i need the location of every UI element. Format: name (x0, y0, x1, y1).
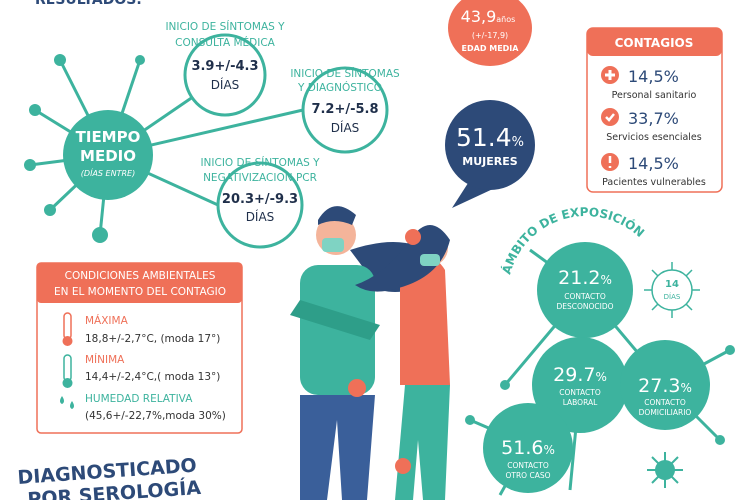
exp-number: 51.6 (501, 437, 543, 459)
exp-label: DOMICILIARIO (639, 408, 692, 417)
icon (605, 70, 615, 80)
exp-value: 27.3% (638, 375, 692, 397)
thermometer-icon (62, 312, 73, 346)
period: 14 (665, 279, 679, 290)
exp-number: 27.3 (638, 375, 680, 397)
cond-label: HUMEDAD RELATIVA (85, 393, 193, 405)
cond-value: 18,8+/-2,7°C, (moda 17°) (85, 333, 220, 345)
node-unit: DÍAS (246, 209, 275, 224)
cond-value: (45,6+/-22,7%,moda 30%) (85, 410, 226, 422)
icon (605, 113, 615, 122)
virus-icon (647, 452, 683, 488)
exp-number: 29.7 (553, 364, 595, 386)
exp-unit: % (680, 381, 691, 395)
mujeres-number: 51.4 (456, 123, 512, 152)
thermometer-icon (62, 354, 73, 388)
exp-label: CONTACTO (559, 388, 601, 397)
contagio-value: 14,5% (628, 154, 679, 173)
node-unit: DÍAS (211, 77, 240, 92)
tiempo-subtitle: (DÍAS ENTRE) (81, 167, 135, 178)
exp-value: 51.6% (501, 437, 555, 459)
contagio-label: Servicios esenciales (606, 132, 702, 143)
contagio-label: Personal sanitario (612, 90, 697, 101)
node-circle (183, 33, 267, 117)
node-label: NEGATIVIZACION PCR (203, 172, 317, 184)
node-label: INICIO DE SÍNTOMAS (290, 67, 400, 80)
exp-label: OTRO CASO (505, 471, 550, 480)
node-label: INICIO DE SÍNTOMAS Y (200, 156, 320, 169)
exp-circle (532, 337, 628, 433)
exp-unit: % (595, 370, 606, 384)
tiempo-title: MEDIO (80, 147, 136, 165)
period: DÍAS (664, 292, 681, 301)
tiempo-title: TIEMPO (76, 128, 141, 146)
node-label: CONSULTA MÉDICA (175, 36, 276, 49)
exp-circle (620, 340, 710, 430)
drops-icon (60, 396, 74, 409)
node-value: 3.9+/-4.3 (191, 59, 258, 74)
node-unit: DÍAS (331, 120, 360, 135)
cond-value: 14,4+/-2,4°C,( moda 13°) (85, 371, 220, 383)
edad-bubble (448, 0, 532, 66)
mujeres-bubble (445, 100, 535, 190)
cond-label: MÁXIMA (85, 314, 129, 327)
edad-value: 43,9años (461, 7, 516, 26)
exp-label: LABORAL (563, 398, 598, 407)
contagios-header (587, 28, 722, 56)
mujeres-unit: % (512, 135, 524, 150)
edad-label: EDAD MEDIA (462, 44, 520, 53)
exp-value: 29.7% (553, 364, 607, 386)
condiciones-title: EN EL MOMENTO DEL CONTAGIO (54, 286, 226, 298)
exp-unit: % (543, 443, 554, 457)
exp-number: 21.2 (558, 267, 600, 289)
exp-unit: % (600, 273, 611, 287)
exp-label: CONTACTO (507, 461, 549, 470)
edad-unit: años (496, 15, 515, 24)
exp-circle (537, 242, 633, 338)
node-value: 20.3+/-9.3 (222, 192, 298, 207)
node-circle (301, 66, 389, 154)
exp-value: 21.2% (558, 267, 612, 289)
edad-range: (+/-17,9) (472, 31, 508, 40)
contagio-value: 14,5% (628, 67, 679, 86)
node-label: INICIO DE SÍNTOMAS Y (165, 20, 285, 33)
exp-label: DESCONOCIDO (556, 302, 613, 311)
node-circle (216, 161, 304, 249)
exp-label: CONTACTO (564, 292, 606, 301)
edad-number: 43,9 (461, 7, 497, 26)
condiciones-title: CONDICIONES AMBIENTALES (65, 270, 216, 282)
condiciones-header (37, 263, 242, 303)
exp-circle (483, 403, 573, 493)
contagio-label: Pacientes vulnerables (602, 177, 706, 188)
contagios-title: CONTAGIOS (615, 36, 694, 50)
page-title: RESULTADOS: (35, 0, 142, 8)
tiempo-circle (63, 110, 153, 200)
illustration (290, 206, 450, 500)
mujeres-value: 51.4% (456, 123, 524, 152)
virus-icon (644, 262, 700, 318)
exp-label: CONTACTO (644, 398, 686, 407)
mujeres-label: MUJERES (462, 155, 517, 168)
cond-label: MÍNIMA (85, 353, 125, 366)
contagio-value: 33,7% (628, 109, 679, 128)
node-label: Y DIAGNÓSTICO (297, 81, 382, 94)
node-value: 7.2+/-5.8 (311, 102, 378, 117)
